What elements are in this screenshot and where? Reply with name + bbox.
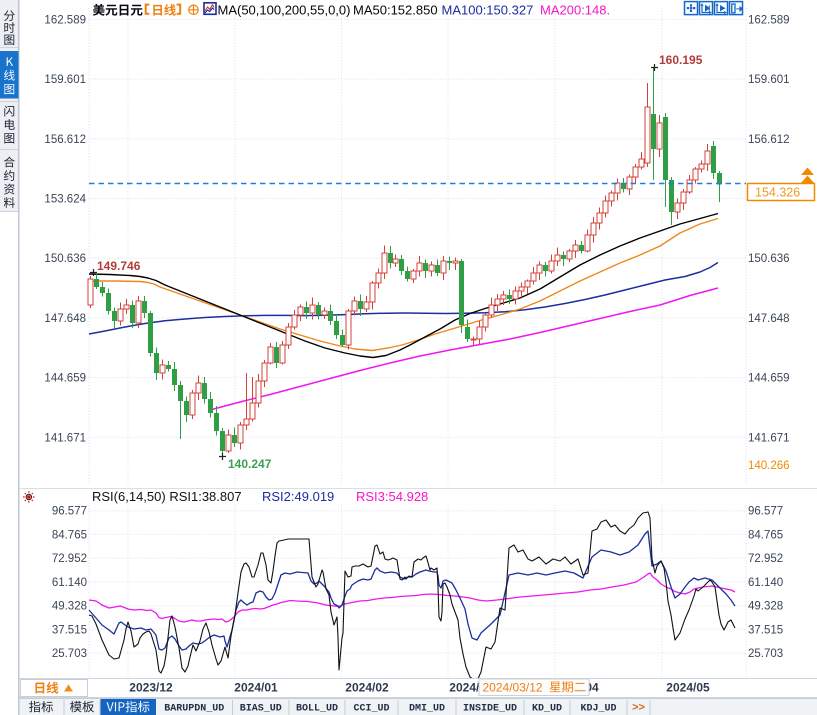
svg-text:25.703: 25.703 — [748, 648, 783, 660]
svg-text:INSIDE_UD: INSIDE_UD — [463, 704, 517, 715]
svg-text:49.328: 49.328 — [748, 601, 783, 613]
svg-text:37.515: 37.515 — [52, 624, 87, 636]
svg-text:144.659: 144.659 — [44, 373, 86, 385]
svg-text:153.624: 153.624 — [44, 194, 86, 206]
svg-text:160.195: 160.195 — [659, 53, 703, 67]
svg-text:MA200:148.: MA200:148. — [540, 3, 610, 18]
svg-text:RSI2:49.019: RSI2:49.019 — [262, 489, 334, 504]
svg-text:BIAS_UD: BIAS_UD — [240, 704, 282, 715]
svg-text:156.612: 156.612 — [748, 134, 790, 146]
svg-text:MA50:152.850: MA50:152.850 — [353, 3, 438, 18]
svg-text:49.328: 49.328 — [52, 601, 87, 613]
svg-text:96.577: 96.577 — [52, 506, 87, 518]
svg-text:2024/05: 2024/05 — [666, 681, 710, 695]
svg-text:162.589: 162.589 — [44, 14, 86, 26]
svg-text:2024/02: 2024/02 — [345, 681, 389, 695]
svg-text:CCI_UD: CCI_UD — [353, 704, 389, 715]
svg-text:84.765: 84.765 — [748, 529, 783, 541]
svg-text:MA(50,100,200,55,0,0): MA(50,100,200,55,0,0) — [218, 3, 351, 18]
svg-text:150.636: 150.636 — [748, 253, 790, 265]
svg-text:150.636: 150.636 — [44, 253, 86, 265]
svg-text:2024/03/12: 2024/03/12 — [483, 681, 543, 695]
svg-text:72.952: 72.952 — [748, 553, 783, 565]
svg-text:KD_UD: KD_UD — [532, 704, 562, 715]
svg-text:>>: >> — [632, 702, 645, 714]
svg-text:DMI_UD: DMI_UD — [409, 704, 445, 715]
svg-text:37.515: 37.515 — [748, 624, 783, 636]
svg-text:RSI3:54.928: RSI3:54.928 — [356, 489, 428, 504]
svg-text:72.952: 72.952 — [52, 553, 87, 565]
svg-text:154.326: 154.326 — [755, 186, 800, 200]
svg-text:25.703: 25.703 — [52, 648, 87, 660]
svg-text:RSI(6,14,50) RSI1:38.807: RSI(6,14,50) RSI1:38.807 — [92, 489, 242, 504]
svg-text:96.577: 96.577 — [748, 506, 783, 518]
svg-text:156.612: 156.612 — [44, 134, 86, 146]
svg-text:KDJ_UD: KDJ_UD — [580, 704, 616, 715]
svg-text:2023/12: 2023/12 — [129, 681, 173, 695]
svg-text:140.247: 140.247 — [228, 457, 272, 471]
svg-text:141.671: 141.671 — [748, 432, 790, 444]
svg-text:2024/01: 2024/01 — [234, 681, 278, 695]
svg-text:61.140: 61.140 — [748, 577, 783, 589]
svg-text:147.648: 147.648 — [44, 313, 86, 325]
svg-text:BOLL_UD: BOLL_UD — [296, 704, 338, 715]
svg-text:144.659: 144.659 — [748, 373, 790, 385]
svg-text:84.765: 84.765 — [52, 529, 87, 541]
svg-text:147.648: 147.648 — [748, 313, 790, 325]
svg-text:61.140: 61.140 — [52, 577, 87, 589]
svg-text:140.266: 140.266 — [748, 460, 790, 472]
svg-text:162.589: 162.589 — [748, 14, 790, 26]
svg-text:MA100:150.327: MA100:150.327 — [442, 3, 534, 18]
svg-text:159.601: 159.601 — [748, 74, 790, 86]
svg-text:149.746: 149.746 — [97, 259, 141, 273]
svg-text:BARUPDN_UD: BARUPDN_UD — [164, 704, 224, 715]
svg-text:141.671: 141.671 — [44, 432, 86, 444]
svg-text:159.601: 159.601 — [44, 74, 86, 86]
